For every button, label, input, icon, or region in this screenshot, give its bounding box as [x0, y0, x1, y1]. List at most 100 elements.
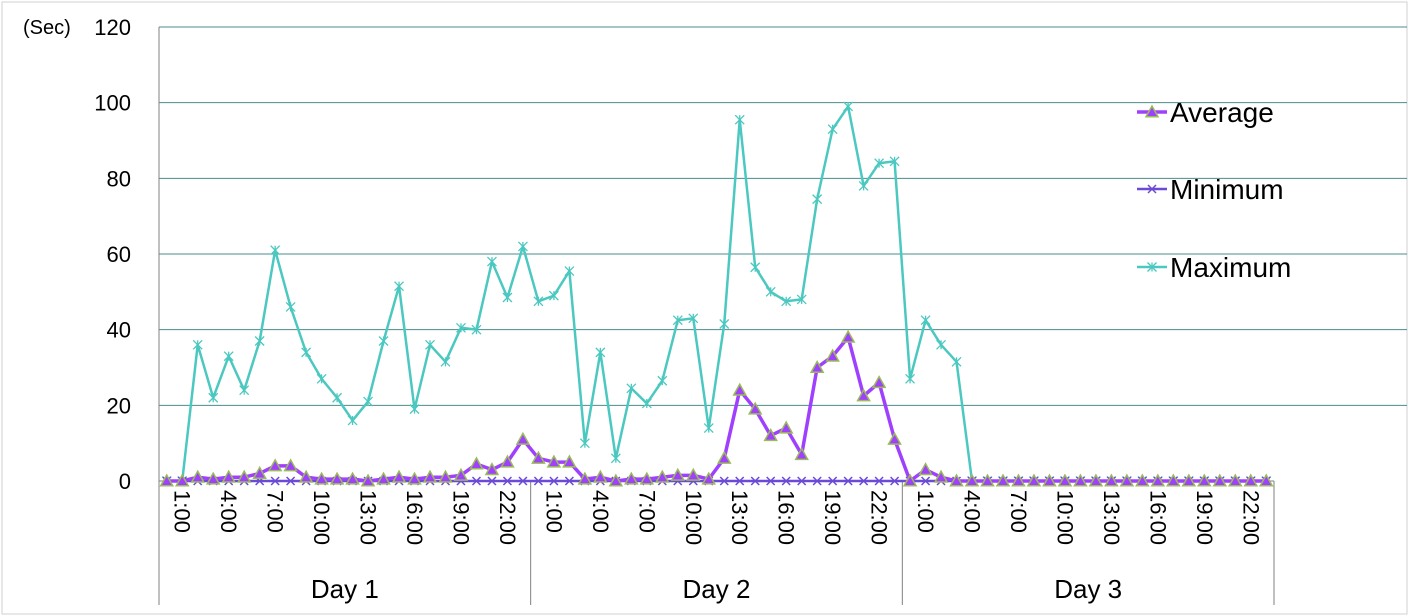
y-axis-ticks: 0 20 40 60 80 100 120: [94, 15, 131, 494]
data-point-average: [887, 431, 902, 445]
data-point-maximum: [301, 347, 312, 358]
data-point-average: [1104, 473, 1119, 487]
marker-stroke: [921, 476, 931, 486]
data-point-average: [174, 473, 190, 487]
data-point-average: [1197, 473, 1212, 487]
data-point-maximum: [548, 290, 559, 301]
data-point-average: [531, 450, 546, 464]
data-point-average: [1243, 473, 1259, 487]
marker-stroke: [797, 476, 807, 486]
x-tick-label: 10:00: [1052, 490, 1077, 545]
day-label: Day 1: [311, 574, 379, 604]
data-point-minimum: [812, 476, 822, 486]
data-point-average: [701, 471, 717, 485]
day-label: Day 2: [683, 574, 751, 604]
x-tick-label: 19:00: [448, 490, 473, 545]
data-point-average: [716, 450, 732, 464]
data-point-average: [593, 469, 608, 483]
marker-stroke: [750, 476, 760, 486]
data-point-maximum: [719, 319, 730, 329]
data-point-minimum: [828, 476, 838, 486]
data-point-average: [360, 473, 376, 487]
data-point-average: [809, 359, 825, 374]
y-tick-label: 120: [94, 15, 131, 40]
data-point-minimum: [549, 476, 559, 486]
data-point-maximum: [409, 404, 420, 415]
data-point-average: [1042, 473, 1057, 487]
data-point-average: [747, 401, 763, 415]
data-point-average: [453, 467, 469, 481]
y-tick-label: 80: [107, 166, 131, 191]
data-point-maximum: [905, 373, 916, 384]
legend-item-average: Average: [1137, 97, 1274, 128]
data-point-maximum: [595, 347, 606, 358]
marker-stroke: [890, 476, 900, 486]
data-point-minimum: [874, 476, 884, 486]
data-point-maximum: [440, 356, 451, 367]
data-point-maximum: [796, 294, 807, 305]
data-point-average: [763, 428, 778, 442]
gridlines: [159, 26, 1407, 406]
data-point-average: [995, 473, 1011, 487]
data-point-average: [1258, 473, 1274, 487]
data-point-minimum: [859, 476, 869, 486]
data-point-maximum: [672, 315, 683, 326]
legend-label: Maximum: [1170, 252, 1291, 283]
data-point-maximum: [316, 373, 327, 384]
x-tick-label: 13:00: [727, 490, 752, 545]
data-point-minimum: [781, 476, 791, 486]
data-point-average: [1119, 473, 1135, 487]
data-point-average: [670, 467, 686, 481]
data-point-average: [562, 454, 577, 468]
data-point-average: [236, 469, 252, 483]
x-tick-label: 7:00: [263, 490, 288, 533]
data-point-average: [732, 382, 748, 396]
x-tick-label: 10:00: [681, 490, 706, 545]
data-point-average: [608, 473, 624, 487]
x-tick-label: 19:00: [820, 490, 845, 545]
series-lines: [159, 101, 1274, 487]
data-point-average: [685, 467, 701, 481]
marker-stroke: [502, 476, 512, 486]
data-point-maximum: [332, 392, 343, 403]
marker-stroke: [533, 476, 543, 486]
legend-marker: [1144, 104, 1160, 118]
series-maximum: [161, 101, 1272, 486]
series-average: [159, 329, 1274, 487]
data-point-average: [314, 471, 329, 485]
day-label: Day 3: [1054, 574, 1122, 604]
data-point-minimum: [533, 476, 543, 486]
marker-stroke: [812, 476, 822, 486]
x-tick-label: 4:00: [588, 490, 613, 533]
data-point-average: [500, 454, 515, 468]
data-point-maximum: [889, 156, 900, 167]
data-point-average: [484, 462, 500, 476]
data-point-average: [1228, 473, 1243, 487]
data-point-minimum: [719, 476, 729, 486]
legend-marker: [1147, 184, 1157, 194]
data-point-minimum: [921, 476, 931, 486]
data-point-minimum: [518, 476, 528, 486]
x-tick-label: 22:00: [867, 490, 892, 545]
data-point-average: [422, 469, 438, 483]
data-point-average: [546, 454, 562, 468]
marker-stroke: [735, 476, 745, 486]
x-tick-label: 7:00: [1006, 490, 1031, 533]
data-point-maximum: [270, 245, 281, 256]
legend-marker: [1147, 262, 1157, 272]
data-point-maximum: [456, 322, 466, 333]
x-tick-label: 1:00: [913, 490, 938, 533]
data-point-maximum: [347, 415, 358, 426]
legend: Average Minimum Maximum: [1137, 97, 1291, 283]
data-point-maximum: [517, 241, 528, 252]
data-point-maximum: [874, 158, 885, 169]
x-tick-label: 22:00: [1238, 490, 1263, 545]
data-point-average: [980, 473, 995, 487]
data-point-average: [902, 473, 918, 487]
marker-stroke: [286, 476, 296, 486]
x-tick-label: 22:00: [495, 490, 520, 545]
y-tick-label: 0: [119, 469, 131, 494]
marker-stroke: [843, 476, 853, 486]
data-point-average: [221, 469, 236, 483]
